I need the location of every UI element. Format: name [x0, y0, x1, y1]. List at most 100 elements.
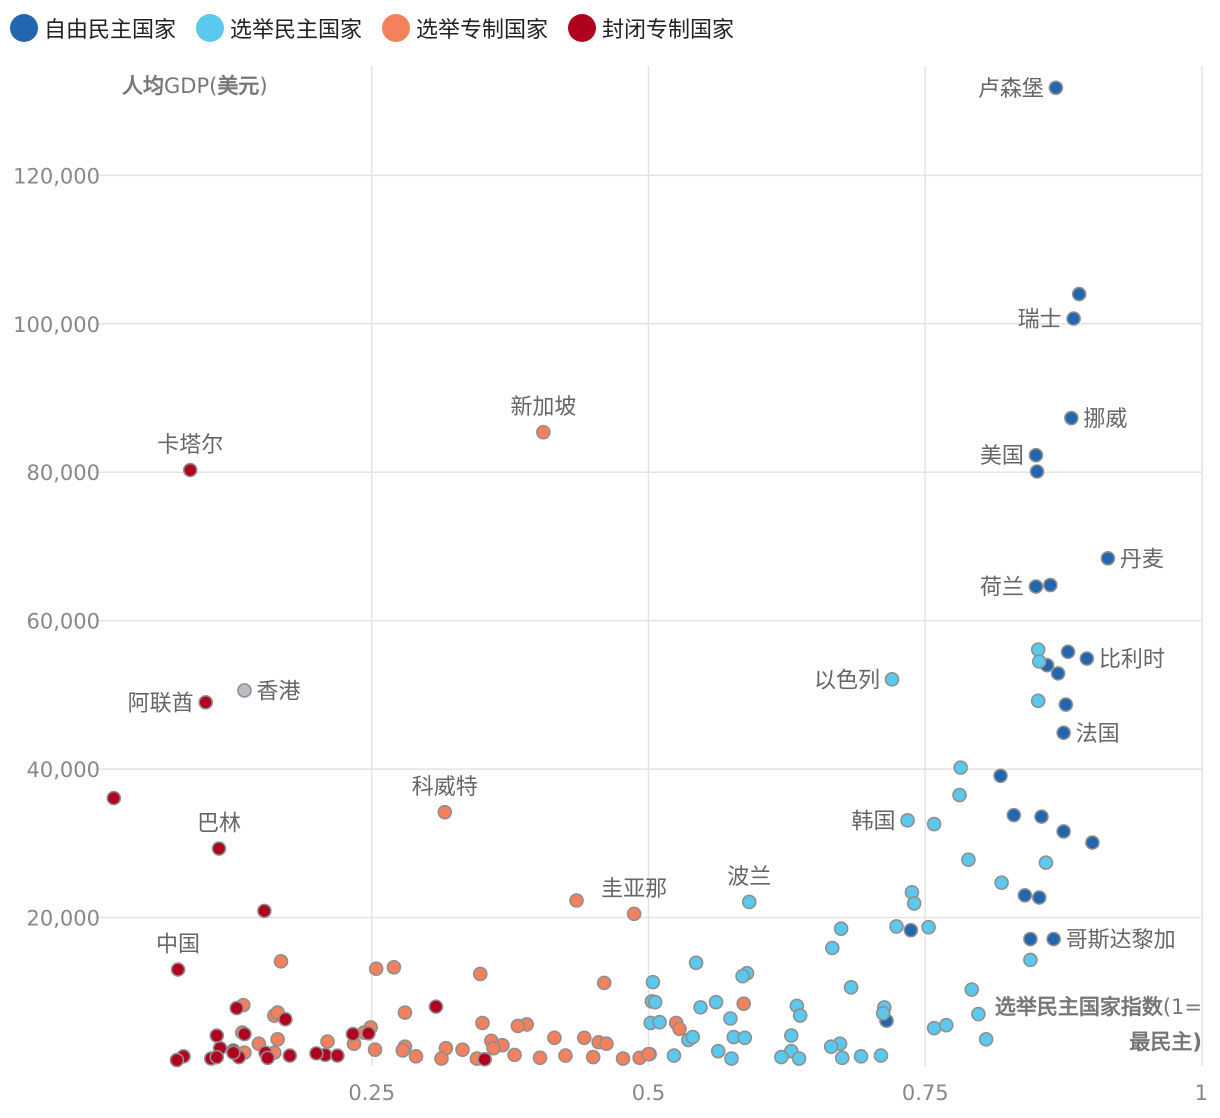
point-label: 哥斯达黎加: [1066, 928, 1176, 953]
data-point-electoral-auto: [273, 954, 289, 969]
data-point-liberal: [1043, 577, 1058, 593]
data-point-electoral-dem: [735, 968, 750, 984]
legend-swatch: [10, 14, 38, 42]
data-point-electoral-auto: [547, 1030, 562, 1046]
data-point-electoral-auto: [437, 804, 453, 820]
data-point-electoral-dem: [1030, 642, 1046, 657]
data-point-electoral-auto: [395, 1043, 411, 1058]
data-point-liberal: [1056, 824, 1071, 839]
data-point-liberal: [1028, 447, 1044, 463]
data-point-closed-auto: [282, 1048, 298, 1063]
data-point-electoral-dem: [926, 816, 942, 832]
y-tick-label: 40,000: [27, 758, 100, 782]
point-label: 美国: [980, 444, 1024, 469]
data-point-electoral-dem: [824, 940, 840, 956]
data-point-closed-auto: [229, 1000, 244, 1016]
data-point-liberal: [1023, 931, 1038, 947]
x-tick-label: 0.25: [348, 1081, 395, 1105]
y-axis: 20,000 40,000 60,000 80,000 100,000 120,000: [13, 164, 100, 930]
data-point-electoral-dem: [884, 672, 900, 687]
point-label: 中国: [156, 933, 200, 958]
data-point-closed-auto: [477, 1052, 492, 1067]
data-point-liberal: [1034, 809, 1049, 824]
data-point-electoral-auto: [576, 1030, 592, 1046]
data-point-electoral-auto: [434, 1051, 449, 1066]
data-point-liberal: [1085, 835, 1100, 850]
data-point-electoral-dem: [906, 896, 922, 911]
legend-swatch: [382, 14, 411, 42]
legend-swatch: [196, 14, 225, 42]
data-point-electoral-auto: [736, 996, 752, 1011]
data-point-electoral-dem: [843, 980, 859, 995]
data-point-electoral-dem: [926, 1020, 942, 1036]
data-point-electoral-auto: [532, 1050, 548, 1066]
data-point-electoral-auto: [510, 1018, 526, 1034]
data-point-liberal: [1017, 887, 1033, 903]
point-label: 瑞士: [1018, 308, 1062, 333]
data-point-electoral-dem: [873, 1048, 889, 1063]
data-point-electoral-dem: [1023, 952, 1038, 968]
data-point-electoral-dem: [774, 1049, 789, 1065]
data-point-electoral-auto: [397, 1005, 413, 1020]
data-point-electoral-dem: [688, 955, 704, 971]
x-axis-label: 选举民主国家指数(1=: [995, 995, 1202, 1019]
point-label: 香港: [256, 679, 300, 704]
data-point-liberal: [1056, 725, 1071, 741]
data-point-closed-auto: [169, 1052, 185, 1068]
data-point-liberal: [1048, 80, 1064, 96]
data-point-electoral-dem: [741, 894, 757, 910]
data-point-electoral-dem: [971, 1006, 986, 1022]
data-point-electoral-dem: [921, 919, 936, 935]
point-label: 挪威: [1083, 407, 1127, 432]
x-tick-label: 0.75: [902, 1081, 949, 1105]
x-axis-label-line2: 最民主): [1129, 1030, 1202, 1054]
data-point-electoral-dem: [1030, 693, 1046, 709]
point-label: 科威特: [412, 775, 478, 800]
data-point-electoral-dem: [685, 1029, 701, 1045]
data-point-liberal: [1066, 311, 1081, 326]
point-label: 丹麦: [1120, 547, 1164, 572]
data-point-closed-auto: [345, 1026, 361, 1042]
data-point-electoral-auto: [320, 1034, 335, 1049]
data-point-closed-auto: [330, 1048, 345, 1063]
data-point-electoral-dem: [964, 982, 980, 997]
point-label: 卢森堡: [978, 77, 1044, 102]
data-point-closed-auto: [428, 999, 444, 1014]
point-label: 以色列: [814, 668, 880, 693]
data-point-electoral-dem: [724, 1051, 739, 1066]
data-point-electoral-dem: [791, 1051, 807, 1066]
legend-label: 选举专制国家: [416, 18, 549, 43]
data-point-electoral-auto: [270, 1031, 285, 1047]
data-point-electoral-dem: [792, 1008, 808, 1023]
data-point-electoral-dem: [710, 1043, 726, 1059]
data-point-electoral-dem: [978, 1031, 994, 1047]
data-point-electoral-dem: [737, 1030, 753, 1046]
legend-label: 封闭专制国家: [602, 18, 735, 43]
data-point-electoral-dem: [1038, 855, 1054, 870]
legend-item: 自由民主国家: [10, 12, 176, 44]
data-point-electoral-dem: [953, 760, 968, 775]
data-point-electoral-dem: [889, 919, 904, 934]
point-label: 韩国: [852, 809, 896, 834]
data-point-electoral-auto: [486, 1040, 501, 1056]
point-label: 法国: [1076, 722, 1120, 747]
data-point-electoral-dem: [708, 994, 724, 1010]
data-point-electoral-auto: [507, 1047, 522, 1063]
data-point-electoral-dem: [823, 1039, 839, 1055]
point-label: 新加坡: [510, 395, 576, 420]
data-point-electoral-auto: [626, 906, 642, 922]
data-point-closed-auto: [257, 903, 272, 919]
data-point-electoral-auto: [408, 1049, 424, 1064]
data-point-closed-auto: [209, 1049, 225, 1065]
data-point-electoral-auto: [672, 1021, 687, 1037]
grid: [95, 66, 1203, 1066]
data-point-electoral-dem: [723, 1011, 738, 1026]
point-label: 荷兰: [980, 576, 1024, 601]
data-point-electoral-auto: [585, 1049, 601, 1065]
data-point-electoral-dem: [833, 921, 849, 936]
data-point-liberal: [1079, 651, 1095, 666]
data-point-closed-auto: [237, 1026, 252, 1042]
y-tick-label: 100,000: [13, 313, 100, 337]
